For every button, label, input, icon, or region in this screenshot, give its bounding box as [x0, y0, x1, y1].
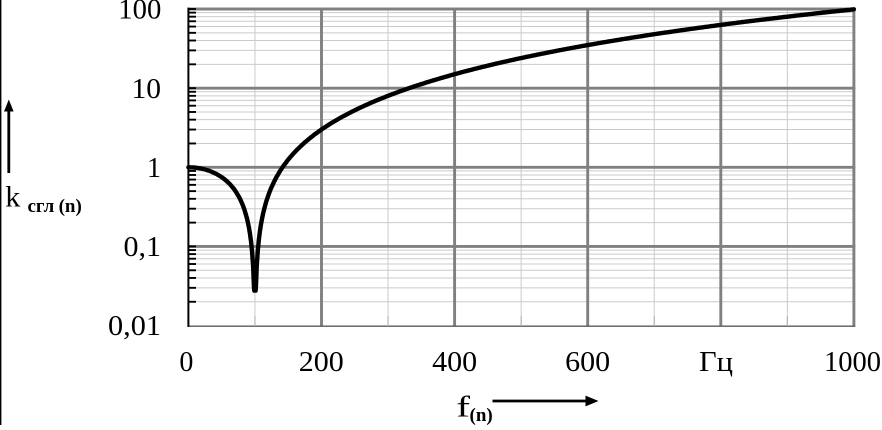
svg-text:100: 100: [118, 0, 161, 26]
svg-text:200: 200: [299, 347, 344, 378]
svg-text:(n): (n): [59, 196, 82, 217]
svg-text:400: 400: [432, 347, 477, 378]
svg-text:0,1: 0,1: [124, 232, 162, 263]
svg-text:1000: 1000: [824, 347, 881, 378]
svg-text:k: k: [5, 180, 20, 213]
svg-text:0,01: 0,01: [108, 311, 161, 342]
svg-text:1: 1: [147, 153, 161, 184]
svg-text:сгл: сгл: [28, 196, 55, 217]
svg-text:0: 0: [179, 347, 193, 378]
svg-text:10: 10: [132, 74, 162, 105]
svg-text:600: 600: [565, 347, 610, 378]
svg-text:Гц: Гц: [699, 347, 733, 378]
svg-text:f: f: [456, 390, 471, 423]
svg-text:(n): (n): [470, 405, 493, 425]
